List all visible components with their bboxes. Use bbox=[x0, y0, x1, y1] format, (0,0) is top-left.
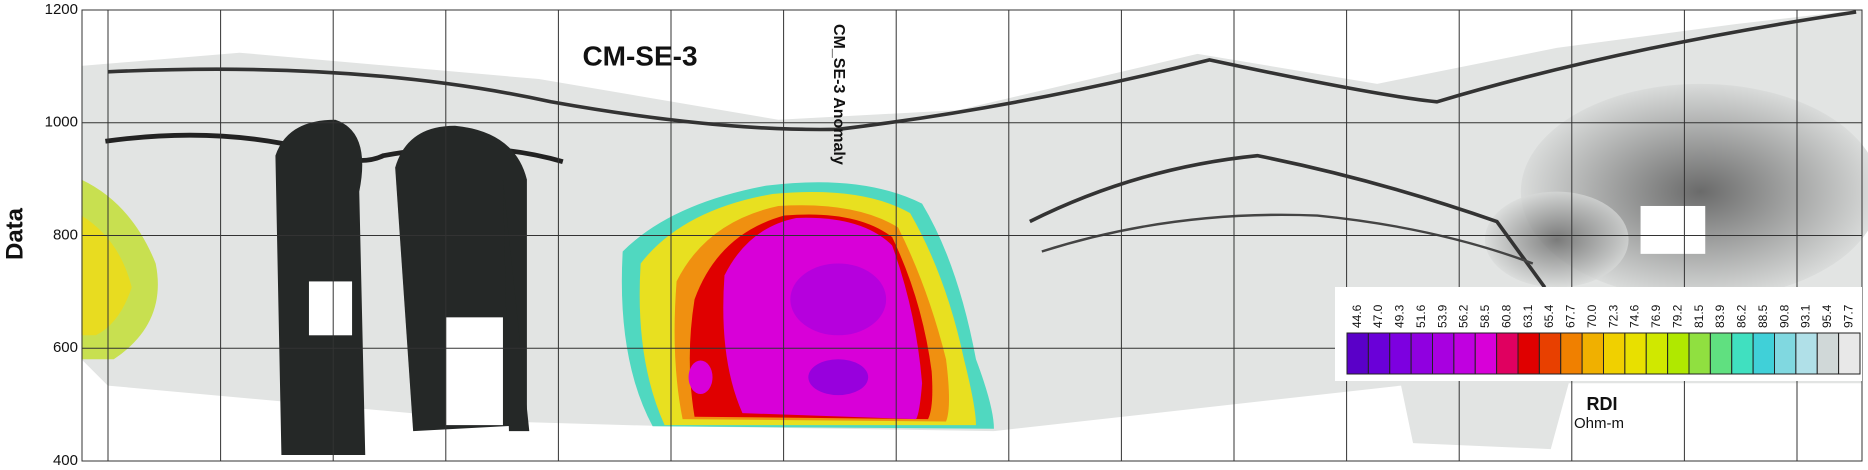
colorbar-label: 67.7 bbox=[1564, 304, 1578, 328]
colorbar-label: 88.5 bbox=[1756, 304, 1770, 328]
colorbar-label: 63.1 bbox=[1521, 304, 1535, 328]
colorbar-label: 86.2 bbox=[1735, 304, 1749, 328]
colorbar-cell bbox=[1410, 332, 1433, 375]
colorbar-cell bbox=[1581, 332, 1604, 375]
colorbar-cell bbox=[1496, 332, 1519, 375]
colorbar-cell bbox=[1432, 332, 1455, 375]
colorbar-label: 81.5 bbox=[1692, 304, 1706, 328]
colorbar-label: 97.7 bbox=[1841, 304, 1855, 328]
colorbar-cell bbox=[1709, 332, 1733, 375]
colorbar-label: 56.2 bbox=[1457, 304, 1471, 328]
plot-frame bbox=[81, 9, 1863, 462]
y-tick-label: 1000 bbox=[45, 114, 78, 131]
colorbar-label: 60.8 bbox=[1499, 304, 1513, 328]
colorbar-label: 65.4 bbox=[1542, 304, 1556, 328]
colorbar-cell bbox=[1603, 332, 1626, 375]
colorbar-cell bbox=[1774, 332, 1797, 375]
colorbar-label: 79.2 bbox=[1670, 304, 1684, 328]
colorbar-cell bbox=[1538, 332, 1562, 375]
section-image bbox=[81, 9, 1868, 456]
colorbar-cell bbox=[1667, 332, 1690, 375]
annotation: CM_SE-3 Anomaly bbox=[830, 24, 847, 165]
colorbar-label: 83.9 bbox=[1713, 304, 1727, 328]
colorbar-cell bbox=[1367, 332, 1391, 375]
colorbar-cell bbox=[1795, 332, 1818, 375]
colorbar-cell bbox=[1624, 332, 1647, 375]
y-tick-label: 800 bbox=[53, 226, 78, 243]
y-tick-label: 400 bbox=[53, 452, 78, 469]
colorbar-label: 49.3 bbox=[1393, 304, 1407, 328]
colorbar-label: 90.8 bbox=[1777, 304, 1791, 328]
colorbar-label: 51.6 bbox=[1414, 304, 1428, 328]
y-axis-label: Data bbox=[1, 207, 28, 260]
colorbar-cell bbox=[1688, 332, 1711, 375]
colorbar-cell bbox=[1474, 332, 1498, 375]
colorbar-cell bbox=[1453, 332, 1476, 375]
colorbar-cell bbox=[1560, 332, 1583, 375]
chart-title: CM-SE-3 bbox=[582, 40, 697, 71]
colorbar-cell bbox=[1752, 332, 1775, 375]
colorbar-label: 58.5 bbox=[1478, 304, 1492, 328]
colorbar-label: 95.4 bbox=[1820, 304, 1834, 328]
colorbar-label: 76.9 bbox=[1649, 304, 1663, 328]
colorbar-label: 93.1 bbox=[1799, 304, 1813, 328]
colorbar-cell bbox=[1645, 332, 1669, 375]
colorbar-cell bbox=[1838, 332, 1861, 375]
y-tick-label: 1200 bbox=[45, 1, 78, 18]
colorbar-label: 74.6 bbox=[1628, 304, 1642, 328]
colorbar-cell bbox=[1517, 332, 1540, 375]
y-tick-label: 600 bbox=[53, 339, 78, 356]
colorbar-label: 70.0 bbox=[1585, 304, 1599, 328]
colorbar-cell bbox=[1346, 332, 1369, 375]
colorbar-cell bbox=[1731, 332, 1754, 375]
colorbar-label: 47.0 bbox=[1371, 304, 1385, 328]
colorbar-label: 53.9 bbox=[1435, 304, 1449, 328]
colorbar-cell bbox=[1816, 332, 1840, 375]
colorbar-label: 72.3 bbox=[1606, 304, 1620, 328]
colorbar-unit: Ohm-m bbox=[1574, 415, 1624, 432]
colorbar-label: 44.6 bbox=[1350, 304, 1364, 328]
colorbar-cell bbox=[1389, 332, 1412, 375]
colorbar-title: RDI bbox=[1587, 394, 1618, 414]
